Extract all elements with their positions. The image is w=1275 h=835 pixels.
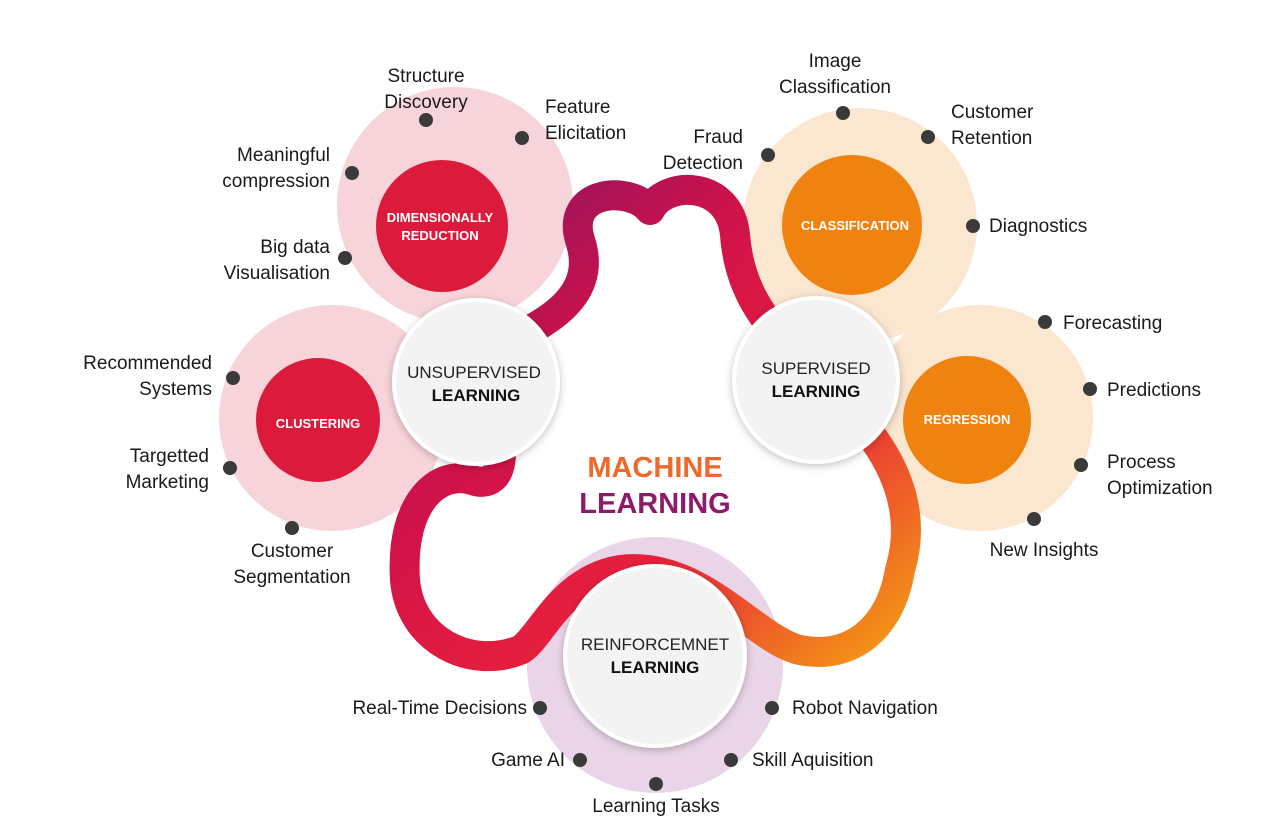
dot-forecasting (1038, 315, 1052, 329)
leaf-process-optimization-1: Process (1107, 452, 1176, 473)
dot-diagnostics (966, 219, 980, 233)
leaf-dots (223, 106, 1097, 791)
leaf-big-data-visualisation-2: Visualisation (224, 263, 330, 284)
leaf-targetted-marketing-2: Marketing (126, 472, 209, 493)
leaf-real-time-decisions: Real-Time Decisions (352, 698, 527, 719)
leaf-fraud-detection-1: Fraud (693, 127, 743, 148)
classification-circle (782, 155, 922, 295)
leaf-recommended-systems-2: Systems (139, 379, 212, 400)
unsupervised-hub-label-bottom: LEARNING (432, 386, 521, 405)
leaf-new-insights: New Insights (990, 540, 1099, 561)
clustering-label: CLUSTERING (276, 416, 361, 431)
leaf-feature-elicitation-1: Feature (545, 97, 610, 118)
supervised-hub (732, 296, 900, 464)
dot-big-data-visualisation (338, 251, 352, 265)
leaf-fraud-detection-2: Detection (663, 153, 743, 174)
leaf-image-classification-2: Classification (779, 77, 891, 98)
leaf-game-ai: Game AI (491, 750, 565, 771)
dot-learning-tasks (649, 777, 663, 791)
regression-circle (903, 356, 1031, 484)
unsupervised-hub (392, 298, 560, 466)
title-line2: LEARNING (579, 488, 730, 520)
leaf-customer-retention-2: Retention (951, 128, 1032, 149)
leaf-big-data-visualisation-1: Big data (260, 237, 330, 258)
dot-real-time-decisions (533, 701, 547, 715)
leaf-feature-elicitation-2: Elicitation (545, 123, 626, 144)
leaf-robot-navigation: Robot Navigation (792, 698, 938, 719)
dot-predictions (1083, 382, 1097, 396)
reinforcement-hub (563, 564, 747, 748)
supervised-hub-label-top: SUPERVISED (761, 359, 870, 378)
dot-targetted-marketing (223, 461, 237, 475)
unsupervised-hub-label-top: UNSUPERVISED (407, 363, 541, 382)
reinforcement-hub-label-top: REINFORCEMNET (581, 635, 729, 654)
dot-robot-navigation (765, 701, 779, 715)
leaf-process-optimization-2: Optimization (1107, 478, 1213, 499)
leaf-skill-aquisition: Skill Aquisition (752, 750, 873, 771)
dot-fraud-detection (761, 148, 775, 162)
leaf-learning-tasks: Learning Tasks (592, 796, 719, 817)
dot-image-classification (836, 106, 850, 120)
supervised-hub-label-bottom: LEARNING (772, 382, 861, 401)
leaf-customer-retention-1: Customer (951, 102, 1034, 123)
dot-game-ai (573, 753, 587, 767)
dot-meaningful-compression (345, 166, 359, 180)
dot-process-optimization (1074, 458, 1088, 472)
leaf-structure-discovery-2: Discovery (384, 92, 468, 113)
dot-customer-segmentation (285, 521, 299, 535)
dot-structure-discovery (419, 113, 433, 127)
leaf-forecasting: Forecasting (1063, 313, 1162, 334)
regression-label: REGRESSION (924, 412, 1011, 427)
dot-customer-retention (921, 130, 935, 144)
leaf-predictions: Predictions (1107, 380, 1201, 401)
leaf-recommended-systems-1: Recommended (83, 353, 212, 374)
leaf-meaningful-compression-2: compression (222, 171, 330, 192)
leaf-structure-discovery-1: Structure (387, 66, 464, 87)
dot-feature-elicitation (515, 131, 529, 145)
ml-ribbon (389, 175, 921, 672)
clustering-circle (256, 358, 380, 482)
dimensionality-label-line1: DIMENSIONALLY (387, 210, 494, 225)
leaf-targetted-marketing-1: Targetted (130, 446, 209, 467)
leaf-image-classification-1: Image (809, 51, 862, 72)
dot-recommended-systems (226, 371, 240, 385)
classification-label: CLASSIFICATION (801, 218, 909, 233)
leaf-customer-segmentation-2: Segmentation (233, 567, 350, 588)
leaf-customer-segmentation-1: Customer (251, 541, 334, 562)
title-line1: MACHINE (587, 452, 722, 484)
dot-skill-aquisition (724, 753, 738, 767)
leaf-meaningful-compression-1: Meaningful (237, 145, 330, 166)
dimensionality-circle (376, 160, 508, 292)
reinforcement-hub-label-bottom: LEARNING (611, 658, 700, 677)
leaf-diagnostics: Diagnostics (989, 216, 1087, 237)
dimensionality-label-line2: REDUCTION (401, 228, 478, 243)
dot-new-insights (1027, 512, 1041, 526)
